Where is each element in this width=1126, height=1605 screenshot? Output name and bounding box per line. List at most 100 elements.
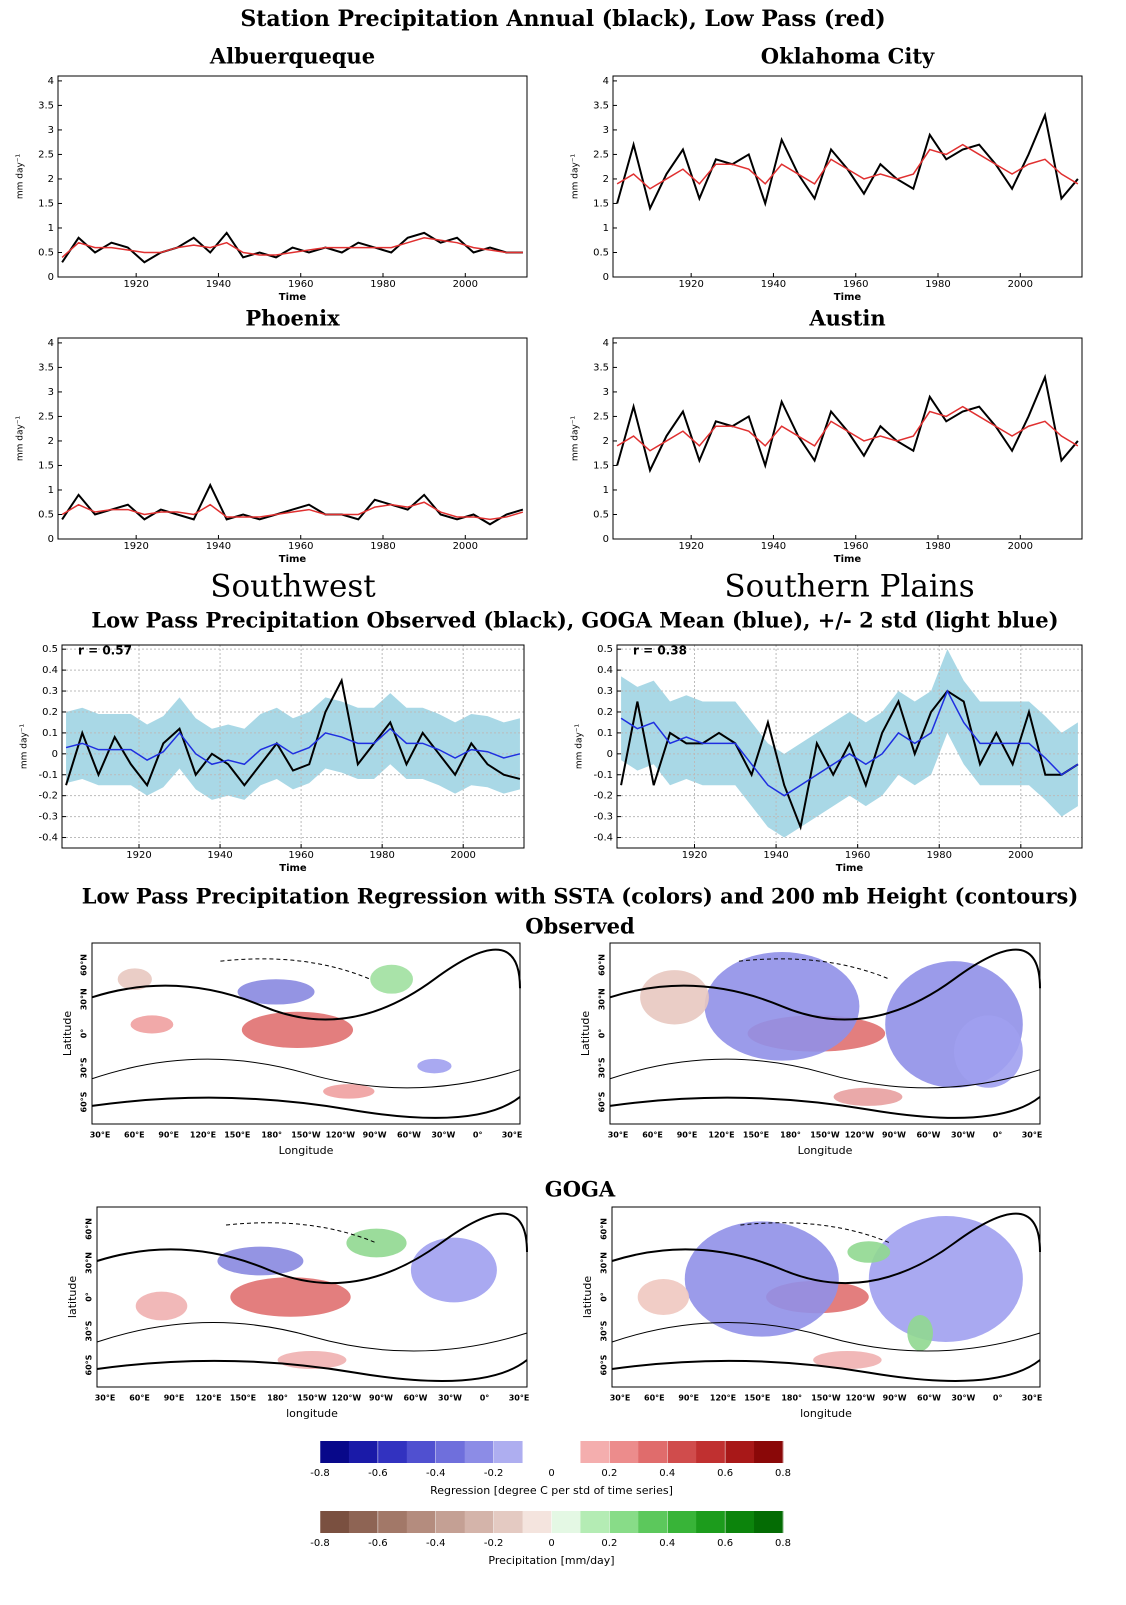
y-tick-label: 0.1 [597,728,613,739]
y-tick-label: 0.3 [42,686,58,697]
map-x-tick-label: 30°W [951,1131,975,1140]
y-tick-label: 0.5 [42,644,58,655]
x-tick-label: 2000 [1008,850,1033,861]
y-tick-label: 0 [603,534,609,545]
colorbar-tick-label: -0.2 [484,1538,504,1549]
x-tick-label: 1920 [123,279,148,290]
y-tick-label: 1.5 [38,198,54,209]
y-tick-label: 1 [48,485,54,496]
map-y-tick-label: 60°S [600,1354,609,1375]
colorbar-cell [493,1441,524,1463]
colorbar-cell [435,1441,466,1463]
x-tick-label: 1940 [761,279,786,290]
map-x-tick-label: 60°E [642,1131,663,1140]
colorbar-cell [638,1511,668,1533]
map-x-tick-label: 150°W [811,1394,841,1403]
map-field [954,1015,1023,1088]
x-tick-label: 1920 [126,850,151,861]
annotation: r = 0.57 [78,644,132,658]
x-axis-label: Time [834,554,862,565]
x-tick-label: 1920 [682,850,707,861]
y-tick-label: 0.4 [597,665,613,676]
map-row-title: GOGA [545,1177,616,1202]
map-x-label: Longitude [279,1144,334,1157]
y-tick-label: 2 [48,436,54,447]
x-axis-label: Time [279,863,307,874]
colorbar-tick-label: 0.4 [659,1468,675,1479]
colorbar-tick-label: -0.8 [310,1468,330,1479]
map-x-tick-label: 90°W [369,1394,393,1403]
map-x-tick-label: 30°W [431,1131,455,1140]
map-y-label: Latitude [579,1011,592,1057]
map-x-tick-label: 60°E [644,1394,665,1403]
colorbar-cell [348,1441,379,1463]
colorbar-cell [580,1441,610,1463]
map-x-tick-label: 120°W [332,1394,362,1403]
x-tick-label: 1980 [927,850,952,861]
map-title: Low Pass Precipitation Regression with S… [82,884,1079,909]
map-field [637,1279,690,1315]
map-field [230,1277,351,1317]
y-tick-label: 3 [48,387,54,398]
map-row-title: Observed [525,914,635,939]
map-contour [609,1058,1041,1089]
colorbar-cell [522,1511,552,1533]
map-field [241,1011,354,1048]
colorbar-cell [609,1441,639,1463]
plot-frame [57,337,528,540]
map-contour [225,1222,377,1244]
colorbar-tick-label: 0 [548,1538,554,1549]
map-x-tick-label: 90°E [164,1394,185,1403]
colorbar-cell [551,1511,581,1533]
y-tick-label: 0.4 [42,665,58,676]
map-contour [91,1058,521,1089]
x-tick-label: 1960 [843,541,868,552]
y-axis-label: mm day⁻¹ [571,153,581,199]
map-contour [609,948,1041,1021]
map-contour [740,1222,891,1244]
map-x-tick-label: 120°E [195,1394,221,1403]
map-x-tick-label: 0° [993,1394,1003,1403]
y-tick-label: 1.5 [38,460,54,471]
colorbar-tick-label: -0.2 [484,1468,504,1479]
colorbar-cell [609,1511,639,1533]
colorbar-cell [377,1441,408,1463]
series-line [620,689,1079,797]
series-line [65,677,521,788]
y-tick-label: 0 [607,749,613,760]
map-y-tick-label: 60°S [85,1354,94,1375]
colorbar-cell [551,1441,581,1463]
x-tick-label: 1960 [288,850,313,861]
y-tick-label: 2 [603,174,609,185]
map-x-tick-label: 30°E [90,1131,111,1140]
y-tick-label: 0 [603,272,609,283]
map-x-tick-label: 120°E [710,1394,736,1403]
map-contour [611,1212,1041,1285]
colorbar-tick-label: 0.6 [717,1468,733,1479]
map-field [907,1315,933,1351]
colorbar-tick-label: -0.6 [368,1538,388,1549]
map-contour [91,948,521,1021]
map-x-tick-label: 60°E [129,1394,150,1403]
chart-title: Southwest [210,569,376,605]
map-y-tick-label: 60°S [80,1091,89,1112]
y-tick-label: -0.1 [38,770,58,781]
y-tick-label: 3.5 [593,100,609,111]
y-tick-label: -0.1 [593,770,613,781]
y-tick-label: 3.5 [38,100,54,111]
map-x-tick-label: 120°W [326,1131,356,1140]
y-tick-label: 1.5 [593,198,609,209]
map-field [833,1087,903,1106]
y-tick-label: 4 [48,76,54,87]
map-x-tick-label: 30°E [1022,1394,1043,1403]
y-tick-label: 2.5 [38,149,54,160]
x-tick-label: 1940 [761,541,786,552]
map-x-tick-label: 0° [473,1131,483,1140]
y-tick-label: 2 [603,436,609,447]
map-field [346,1228,407,1258]
plot-frame [57,75,528,278]
map-field [370,964,413,994]
map-x-tick-label: 90°W [883,1394,907,1403]
map-y-tick-label: 30°N [85,1252,94,1274]
y-tick-label: 1 [48,223,54,234]
